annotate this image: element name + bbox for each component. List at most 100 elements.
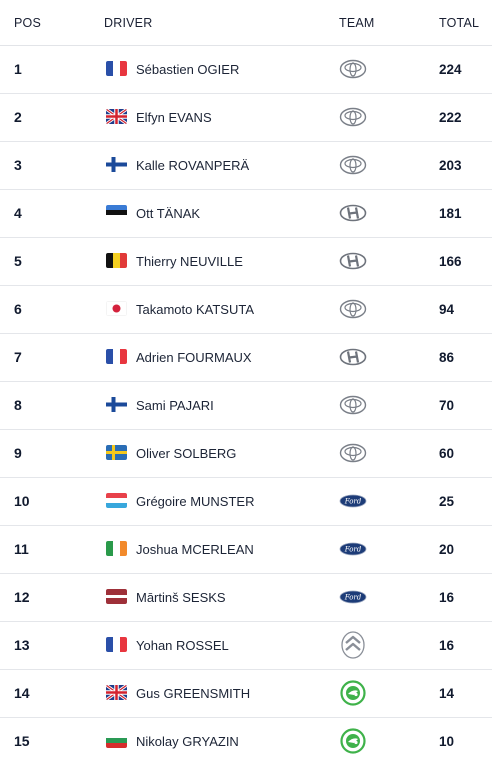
total-points: 14 — [439, 686, 455, 701]
table-row[interactable]: 6 Takamoto KATSUTA 94 — [0, 286, 492, 334]
total-points: 16 — [439, 590, 455, 605]
driver-name[interactable]: Nikolay GRYAZIN — [136, 734, 239, 749]
table-row[interactable]: 4 Ott TÄNAK 181 — [0, 190, 492, 238]
skoda-logo-icon — [338, 726, 368, 756]
position: 9 — [14, 445, 22, 461]
driver-name[interactable]: Sami PAJARI — [136, 398, 214, 413]
position: 8 — [14, 397, 22, 413]
header-total: TOTAL — [439, 15, 480, 30]
hyundai-logo-icon — [338, 342, 368, 372]
total-points: 60 — [439, 446, 455, 461]
position: 10 — [14, 493, 30, 509]
ford-logo-icon: Ford — [338, 486, 368, 516]
table-row[interactable]: 5 Thierry NEUVILLE 166 — [0, 238, 492, 286]
driver-name[interactable]: Joshua MCERLEAN — [136, 542, 254, 557]
total-points: 203 — [439, 158, 462, 173]
latvia-flag-icon — [106, 589, 127, 604]
position: 13 — [14, 637, 30, 653]
uk-flag-icon — [106, 685, 127, 700]
driver-name[interactable]: Takamoto KATSUTA — [136, 302, 254, 317]
table-row[interactable]: 7 Adrien FOURMAUX 86 — [0, 334, 492, 382]
driver-name[interactable]: Yohan ROSSEL — [136, 638, 229, 653]
toyota-logo-icon — [338, 438, 368, 468]
hyundai-logo-icon — [338, 246, 368, 276]
hyundai-logo-icon — [338, 198, 368, 228]
finland-flag-icon — [106, 157, 127, 172]
total-points: 224 — [439, 62, 462, 77]
toyota-logo-icon — [338, 390, 368, 420]
france-flag-icon — [106, 349, 127, 364]
table-row[interactable]: 3 Kalle ROVANPERÄ 203 — [0, 142, 492, 190]
position: 4 — [14, 205, 22, 221]
table-row[interactable]: 1 Sébastien OGIER 224 — [0, 46, 492, 94]
citroen-logo-icon — [338, 630, 368, 660]
header-team: TEAM — [339, 15, 375, 30]
toyota-logo-icon — [338, 54, 368, 84]
svg-text:Ford: Ford — [344, 546, 362, 554]
total-points: 86 — [439, 350, 455, 365]
position: 11 — [14, 541, 29, 557]
position: 3 — [14, 157, 22, 173]
position: 7 — [14, 349, 22, 365]
total-points: 181 — [439, 206, 462, 221]
total-points: 94 — [439, 302, 455, 317]
total-points: 10 — [439, 734, 455, 749]
position: 12 — [14, 589, 30, 605]
ford-logo-icon: Ford — [338, 582, 368, 612]
table-row[interactable]: 12 Mārtinš SESKS Ford 16 — [0, 574, 492, 622]
table-row[interactable]: 15 Nikolay GRYAZIN 10 — [0, 718, 492, 765]
france-flag-icon — [106, 61, 127, 76]
position: 2 — [14, 109, 22, 125]
table-row[interactable]: 8 Sami PAJARI 70 — [0, 382, 492, 430]
table-row[interactable]: 11 Joshua MCERLEAN Ford 20 — [0, 526, 492, 574]
table-row[interactable]: 10 Grégoire MUNSTER Ford 25 — [0, 478, 492, 526]
driver-name[interactable]: Gus GREENSMITH — [136, 686, 251, 701]
driver-name[interactable]: Kalle ROVANPERÄ — [136, 158, 250, 173]
bulgaria-flag-icon — [106, 733, 127, 748]
driver-name[interactable]: Ott TÄNAK — [136, 206, 201, 221]
svg-text:Ford: Ford — [344, 498, 362, 506]
position: 1 — [14, 61, 22, 77]
uk-flag-icon — [106, 109, 127, 124]
ford-logo-icon: Ford — [338, 534, 368, 564]
sweden-flag-icon — [106, 445, 127, 460]
svg-text:Ford: Ford — [344, 594, 362, 602]
toyota-logo-icon — [338, 102, 368, 132]
driver-name[interactable]: Mārtinš SESKS — [136, 590, 226, 605]
table-row[interactable]: 9 Oliver SOLBERG 60 — [0, 430, 492, 478]
total-points: 20 — [439, 542, 455, 557]
total-points: 16 — [439, 638, 455, 653]
luxembourg-flag-icon — [106, 493, 127, 508]
standings-rows: 1 Sébastien OGIER 224 2 Elfyn EVANS 222 3 Kalle… — [0, 46, 492, 765]
position: 14 — [14, 685, 30, 701]
estonia-flag-icon — [106, 205, 127, 220]
header-driver: DRIVER — [104, 15, 153, 30]
driver-name[interactable]: Thierry NEUVILLE — [136, 254, 243, 269]
toyota-logo-icon — [338, 294, 368, 324]
driver-name[interactable]: Sébastien OGIER — [136, 62, 240, 77]
total-points: 70 — [439, 398, 455, 413]
total-points: 25 — [439, 494, 455, 509]
total-points: 222 — [439, 110, 462, 125]
finland-flag-icon — [106, 397, 127, 412]
position: 5 — [14, 253, 22, 269]
japan-flag-icon — [106, 301, 127, 316]
header-pos: POS — [14, 15, 41, 30]
driver-name[interactable]: Adrien FOURMAUX — [136, 350, 252, 365]
table-header: POS DRIVER TEAM TOTAL — [0, 0, 492, 46]
toyota-logo-icon — [338, 150, 368, 180]
position: 6 — [14, 301, 22, 317]
position: 15 — [14, 733, 30, 749]
table-row[interactable]: 14 Gus GREENSMITH 14 — [0, 670, 492, 718]
france-flag-icon — [106, 637, 127, 652]
driver-name[interactable]: Oliver SOLBERG — [136, 446, 237, 461]
driver-name[interactable]: Grégoire MUNSTER — [136, 494, 255, 509]
table-row[interactable]: 2 Elfyn EVANS 222 — [0, 94, 492, 142]
table-row[interactable]: 13 Yohan ROSSEL 16 — [0, 622, 492, 670]
skoda-logo-icon — [338, 678, 368, 708]
ireland-flag-icon — [106, 541, 127, 556]
total-points: 166 — [439, 254, 462, 269]
belgium-flag-icon — [106, 253, 127, 268]
driver-name[interactable]: Elfyn EVANS — [136, 110, 212, 125]
